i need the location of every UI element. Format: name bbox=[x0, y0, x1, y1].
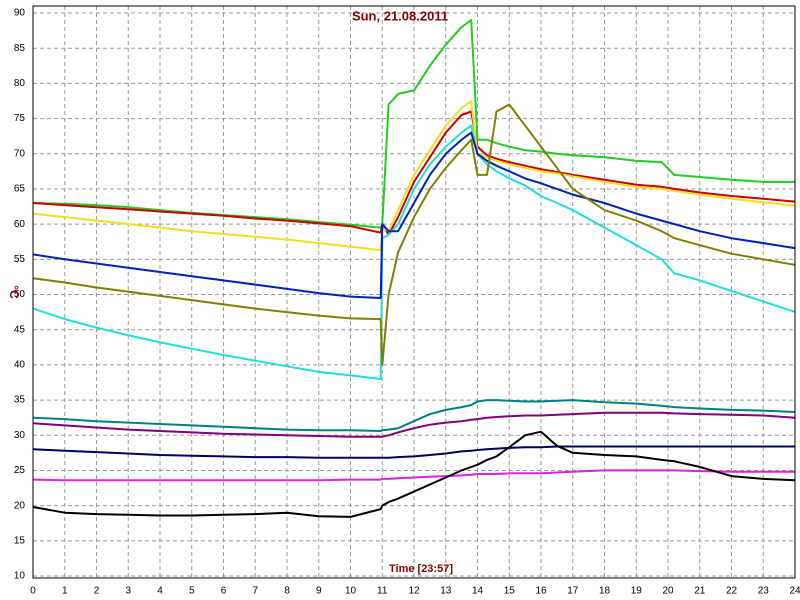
y-tick-label: 70 bbox=[14, 148, 26, 159]
x-tick-label: 1 bbox=[62, 586, 68, 597]
x-tick-label: 19 bbox=[631, 586, 643, 597]
x-tick-label: 24 bbox=[789, 586, 800, 597]
x-tick-label: 17 bbox=[567, 586, 579, 597]
data-line bbox=[32, 103, 796, 366]
y-axis-label: °C bbox=[7, 285, 21, 299]
y-tick-label: 60 bbox=[14, 219, 26, 230]
y-tick-label: 80 bbox=[14, 78, 26, 89]
data-line bbox=[32, 110, 796, 236]
chart-title: Sun, 21.08.2011 bbox=[352, 8, 448, 23]
x-tick-label: 5 bbox=[189, 586, 195, 597]
x-tick-label: 8 bbox=[284, 586, 290, 597]
y-tick-label: 55 bbox=[14, 254, 26, 265]
x-tick-label: 9 bbox=[316, 586, 322, 597]
data-line bbox=[32, 399, 796, 432]
data-line bbox=[32, 469, 795, 482]
y-tick-label: 25 bbox=[14, 465, 26, 476]
y-tick-label: 65 bbox=[14, 184, 26, 195]
x-tick-label: 0 bbox=[30, 586, 36, 597]
lines bbox=[32, 19, 796, 518]
x-tick-label: 4 bbox=[157, 586, 163, 597]
y-tick-label: 75 bbox=[14, 113, 26, 124]
data-line bbox=[32, 445, 795, 459]
x-tick-label: 14 bbox=[472, 586, 484, 597]
y-tick-label: 90 bbox=[14, 8, 26, 19]
y-tick-label: 85 bbox=[14, 43, 26, 54]
data-line bbox=[32, 124, 796, 380]
y-tick-label: 35 bbox=[14, 395, 26, 406]
x-axis-label: Time [23:57] bbox=[389, 563, 453, 575]
x-tick-label: 3 bbox=[125, 586, 131, 597]
y-tick-label: 40 bbox=[14, 360, 26, 371]
x-tick-label: 13 bbox=[440, 586, 452, 597]
x-tick-label: 2 bbox=[94, 586, 100, 597]
y-tick-label: 20 bbox=[14, 500, 26, 511]
x-tick-label: 12 bbox=[408, 586, 420, 597]
y-tick-label: 50 bbox=[14, 289, 26, 300]
y-tick-label: 15 bbox=[14, 535, 26, 546]
plot-frame bbox=[32, 5, 796, 579]
x-tick-label: 10 bbox=[345, 586, 357, 597]
x-tick-label: 22 bbox=[726, 586, 738, 597]
data-line bbox=[32, 411, 796, 438]
x-tick-label: 6 bbox=[221, 586, 227, 597]
data-line bbox=[32, 430, 796, 518]
x-tick-label: 11 bbox=[377, 586, 388, 597]
data-line bbox=[32, 131, 796, 299]
x-tick-label: 20 bbox=[662, 586, 674, 597]
y-tick-label: 10 bbox=[14, 571, 26, 582]
y-tick-label: 45 bbox=[14, 324, 26, 335]
data-line bbox=[32, 100, 796, 252]
x-tick-label: 15 bbox=[504, 586, 516, 597]
x-tick-label: 23 bbox=[758, 586, 770, 597]
x-tick-label: 21 bbox=[694, 586, 706, 597]
x-tick-label: 16 bbox=[535, 586, 547, 597]
x-tick-label: 7 bbox=[252, 586, 258, 597]
y-tick-label: 30 bbox=[14, 430, 26, 441]
x-tick-label: 18 bbox=[599, 586, 611, 597]
